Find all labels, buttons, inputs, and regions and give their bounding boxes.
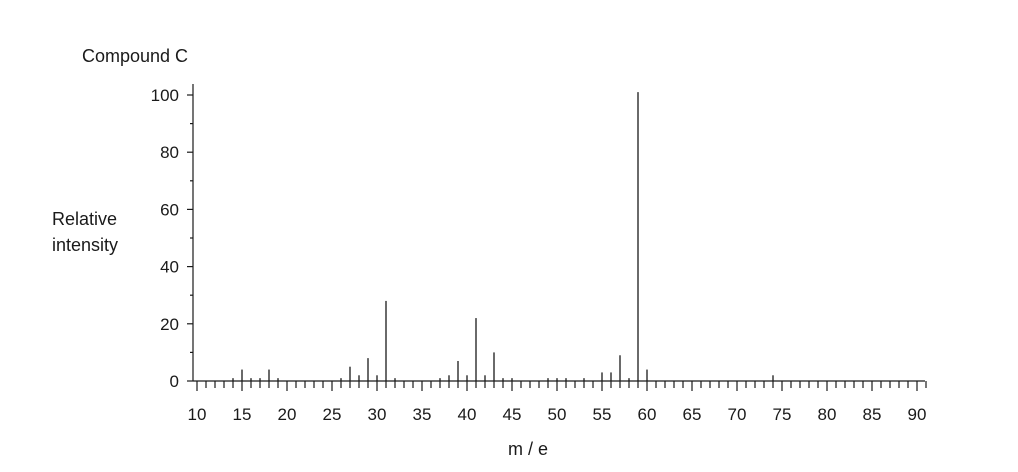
y-tick-label-40: 40 [160,258,179,277]
chart-title: Compound C [82,46,188,66]
x-tick-label-40: 40 [458,405,477,424]
x-tick-label-85: 85 [863,405,882,424]
x-tick-label-35: 35 [413,405,432,424]
x-tick-label-10: 10 [188,405,207,424]
x-tick-label-20: 20 [278,405,297,424]
x-tick-label-90: 90 [908,405,927,424]
y-tick-label-0: 0 [170,372,179,391]
x-tick-label-50: 50 [548,405,567,424]
x-tick-label-60: 60 [638,405,657,424]
x-tick-label-25: 25 [323,405,342,424]
x-tick-label-75: 75 [773,405,792,424]
y-tick-label-80: 80 [160,143,179,162]
x-tick-label-45: 45 [503,405,522,424]
y-tick-label-20: 20 [160,315,179,334]
x-tick-label-55: 55 [593,405,612,424]
x-tick-label-30: 30 [368,405,387,424]
x-tick-label-70: 70 [728,405,747,424]
x-axis-ticks: 10 15 20 25 30 35 40 45 50 55 60 65 70 75 80 85 90 [188,381,927,424]
y-tick-label-60: 60 [160,200,179,219]
x-tick-label-15: 15 [233,405,252,424]
y-tick-label-100: 100 [151,86,179,105]
y-axis-label-line-1: Relative [52,209,117,229]
x-tick-label-65: 65 [683,405,702,424]
y-axis-label-line-2: intensity [52,235,118,255]
y-axis-ticks: 0 20 40 60 80 100 [151,86,193,391]
x-axis-label: m / e [508,439,548,459]
spectrum-bars [232,92,774,381]
x-tick-label-80: 80 [818,405,837,424]
